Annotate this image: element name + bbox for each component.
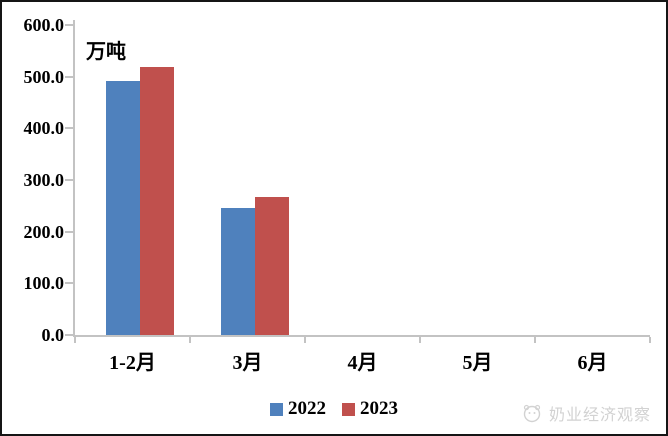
y-tick [65,127,73,130]
x-category-label: 4月 [347,352,378,374]
y-axis-line [73,20,75,335]
x-tick [649,337,651,343]
legend: 2022 2023 [2,398,666,420]
legend-label: 2023 [360,398,398,419]
x-category-label: 5月 [462,352,493,374]
legend-item-2023: 2023 [342,398,398,420]
bar-2023-3月 [254,197,289,335]
y-tick-label: 200.0 [23,221,65,242]
y-tick-label: 400.0 [23,118,65,139]
x-category-label: 6月 [577,352,608,374]
y-tick [65,334,73,336]
bar-2023-1-2月 [139,67,174,335]
x-tick [419,337,421,343]
y-tick [65,24,73,26]
x-category-label: 3月 [232,352,263,374]
legend-item-2022: 2022 [270,398,326,420]
legend-swatch [342,402,355,416]
legend-label: 2022 [288,398,326,419]
x-tick [189,337,191,343]
y-tick [65,230,73,233]
y-tick [65,282,73,285]
y-tick-label: 600.0 [23,15,65,35]
legend-swatch [270,402,283,416]
x-axis-line [73,335,650,337]
watermark: 奶业经济观察 [521,401,651,425]
watermark-text: 奶业经济观察 [548,407,651,424]
watermark-logo-icon [523,404,541,423]
y-tick-label: 300.0 [23,170,65,190]
y-tick-label: 0.0 [41,325,65,345]
bar-2022-3月 [220,208,255,335]
x-category-label: 1-2月 [109,352,156,374]
y-axis-unit-label: 万吨 [86,41,126,63]
x-tick [304,337,306,343]
y-tick-label: 500.0 [23,66,65,87]
y-tick-label: 100.0 [23,273,65,294]
y-tick [65,75,73,78]
y-tick [65,179,73,181]
x-tick [534,337,536,343]
bar-2022-1-2月 [105,81,140,335]
x-tick [74,337,76,343]
